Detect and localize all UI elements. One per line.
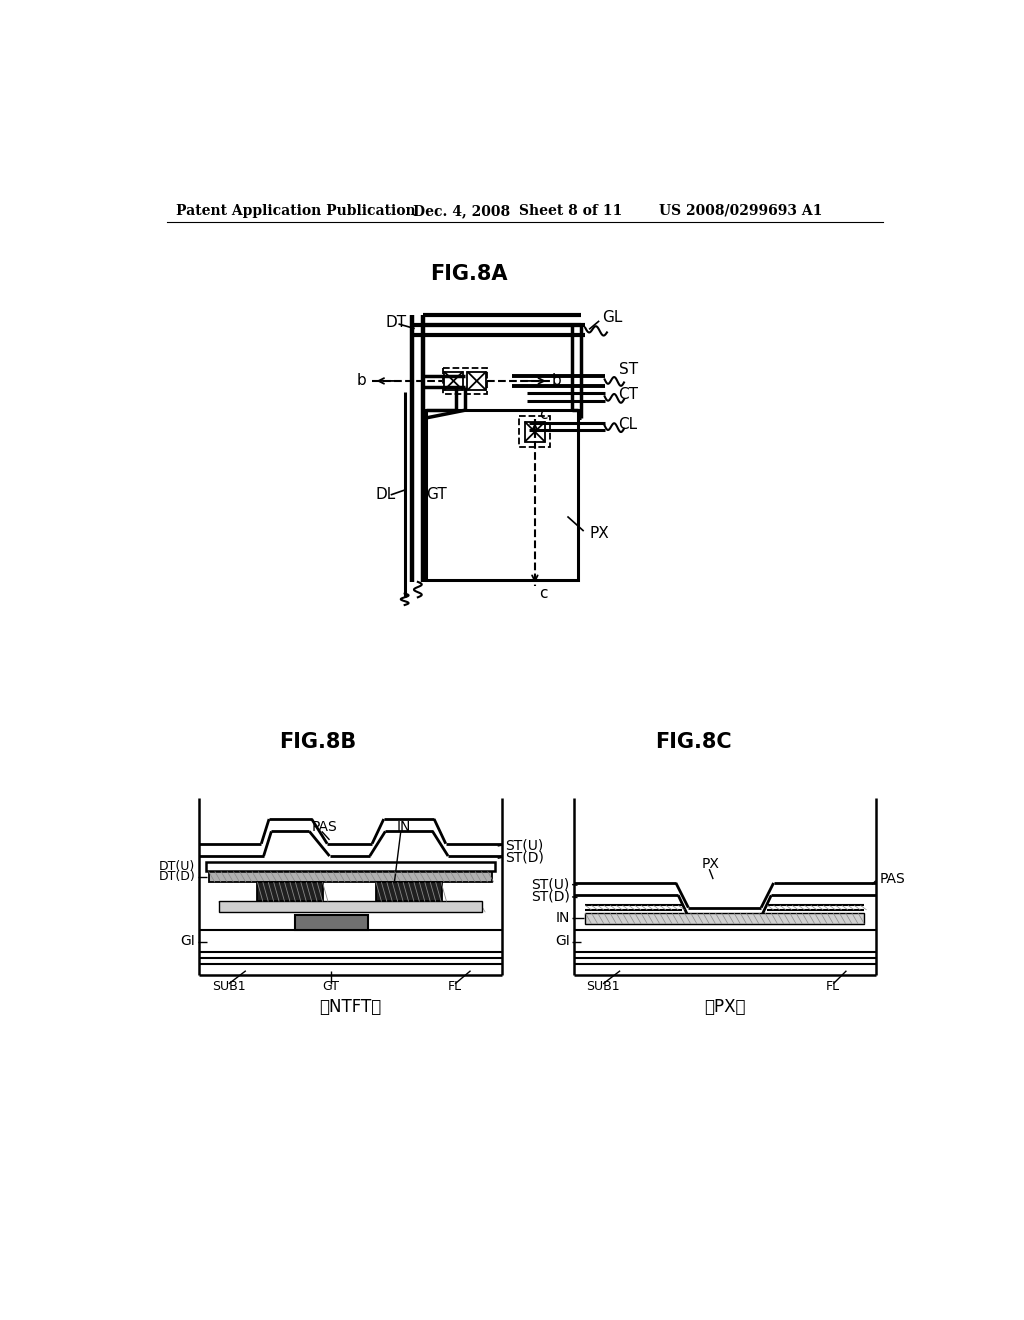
Bar [257, 882, 324, 902]
Text: b: b [552, 374, 562, 388]
Text: Patent Application Publication: Patent Application Publication [176, 203, 416, 218]
Text: 〈NTFT〉: 〈NTFT〉 [319, 998, 382, 1016]
Text: PX: PX [589, 525, 609, 541]
Text: DT: DT [385, 315, 407, 330]
Text: 〈PX〉: 〈PX〉 [705, 998, 745, 1016]
Text: IN: IN [555, 911, 569, 925]
Text: US 2008/0299693 A1: US 2008/0299693 A1 [658, 203, 822, 218]
Text: SUB1: SUB1 [587, 981, 620, 994]
Text: b: b [356, 374, 366, 388]
Bar [519, 416, 550, 447]
Bar [467, 372, 486, 391]
Text: GI: GI [180, 933, 196, 948]
Text: GI: GI [555, 933, 569, 948]
Text: CL: CL [618, 417, 638, 432]
Bar [206, 862, 496, 871]
Text: DL: DL [375, 487, 395, 503]
Text: ST(U): ST(U) [506, 838, 544, 853]
Text: FIG.8B: FIG.8B [280, 733, 356, 752]
Text: PAS: PAS [311, 820, 338, 834]
Text: FIG.8C: FIG.8C [655, 733, 732, 752]
Text: SUB1: SUB1 [212, 981, 246, 994]
Bar [219, 902, 482, 912]
Bar [295, 915, 369, 929]
Text: FL: FL [826, 981, 841, 994]
Text: Dec. 4, 2008: Dec. 4, 2008 [414, 203, 510, 218]
Text: Sheet 8 of 11: Sheet 8 of 11 [519, 203, 623, 218]
Text: c: c [539, 586, 547, 601]
Bar [209, 871, 493, 882]
Text: ST(U): ST(U) [531, 878, 569, 891]
Text: ST: ST [618, 362, 638, 378]
Bar [426, 411, 578, 579]
Text: DT(D): DT(D) [159, 870, 196, 883]
Bar [444, 372, 463, 391]
Text: FL: FL [447, 981, 462, 994]
Text: DT(U): DT(U) [159, 861, 196, 874]
Bar [376, 882, 442, 902]
Text: IN: IN [397, 820, 412, 834]
Text: GT: GT [426, 487, 447, 503]
Text: FIG.8A: FIG.8A [430, 264, 508, 284]
Text: GL: GL [602, 310, 623, 325]
Bar [442, 368, 486, 393]
Bar [524, 422, 545, 442]
Text: ST(D): ST(D) [530, 890, 569, 904]
Text: c: c [539, 408, 547, 422]
Text: PAS: PAS [880, 873, 905, 886]
Text: GT: GT [323, 981, 340, 994]
Text: CT: CT [618, 387, 639, 403]
Text: ST(D): ST(D) [506, 850, 545, 865]
Bar [586, 913, 864, 924]
Text: PX: PX [701, 857, 720, 871]
